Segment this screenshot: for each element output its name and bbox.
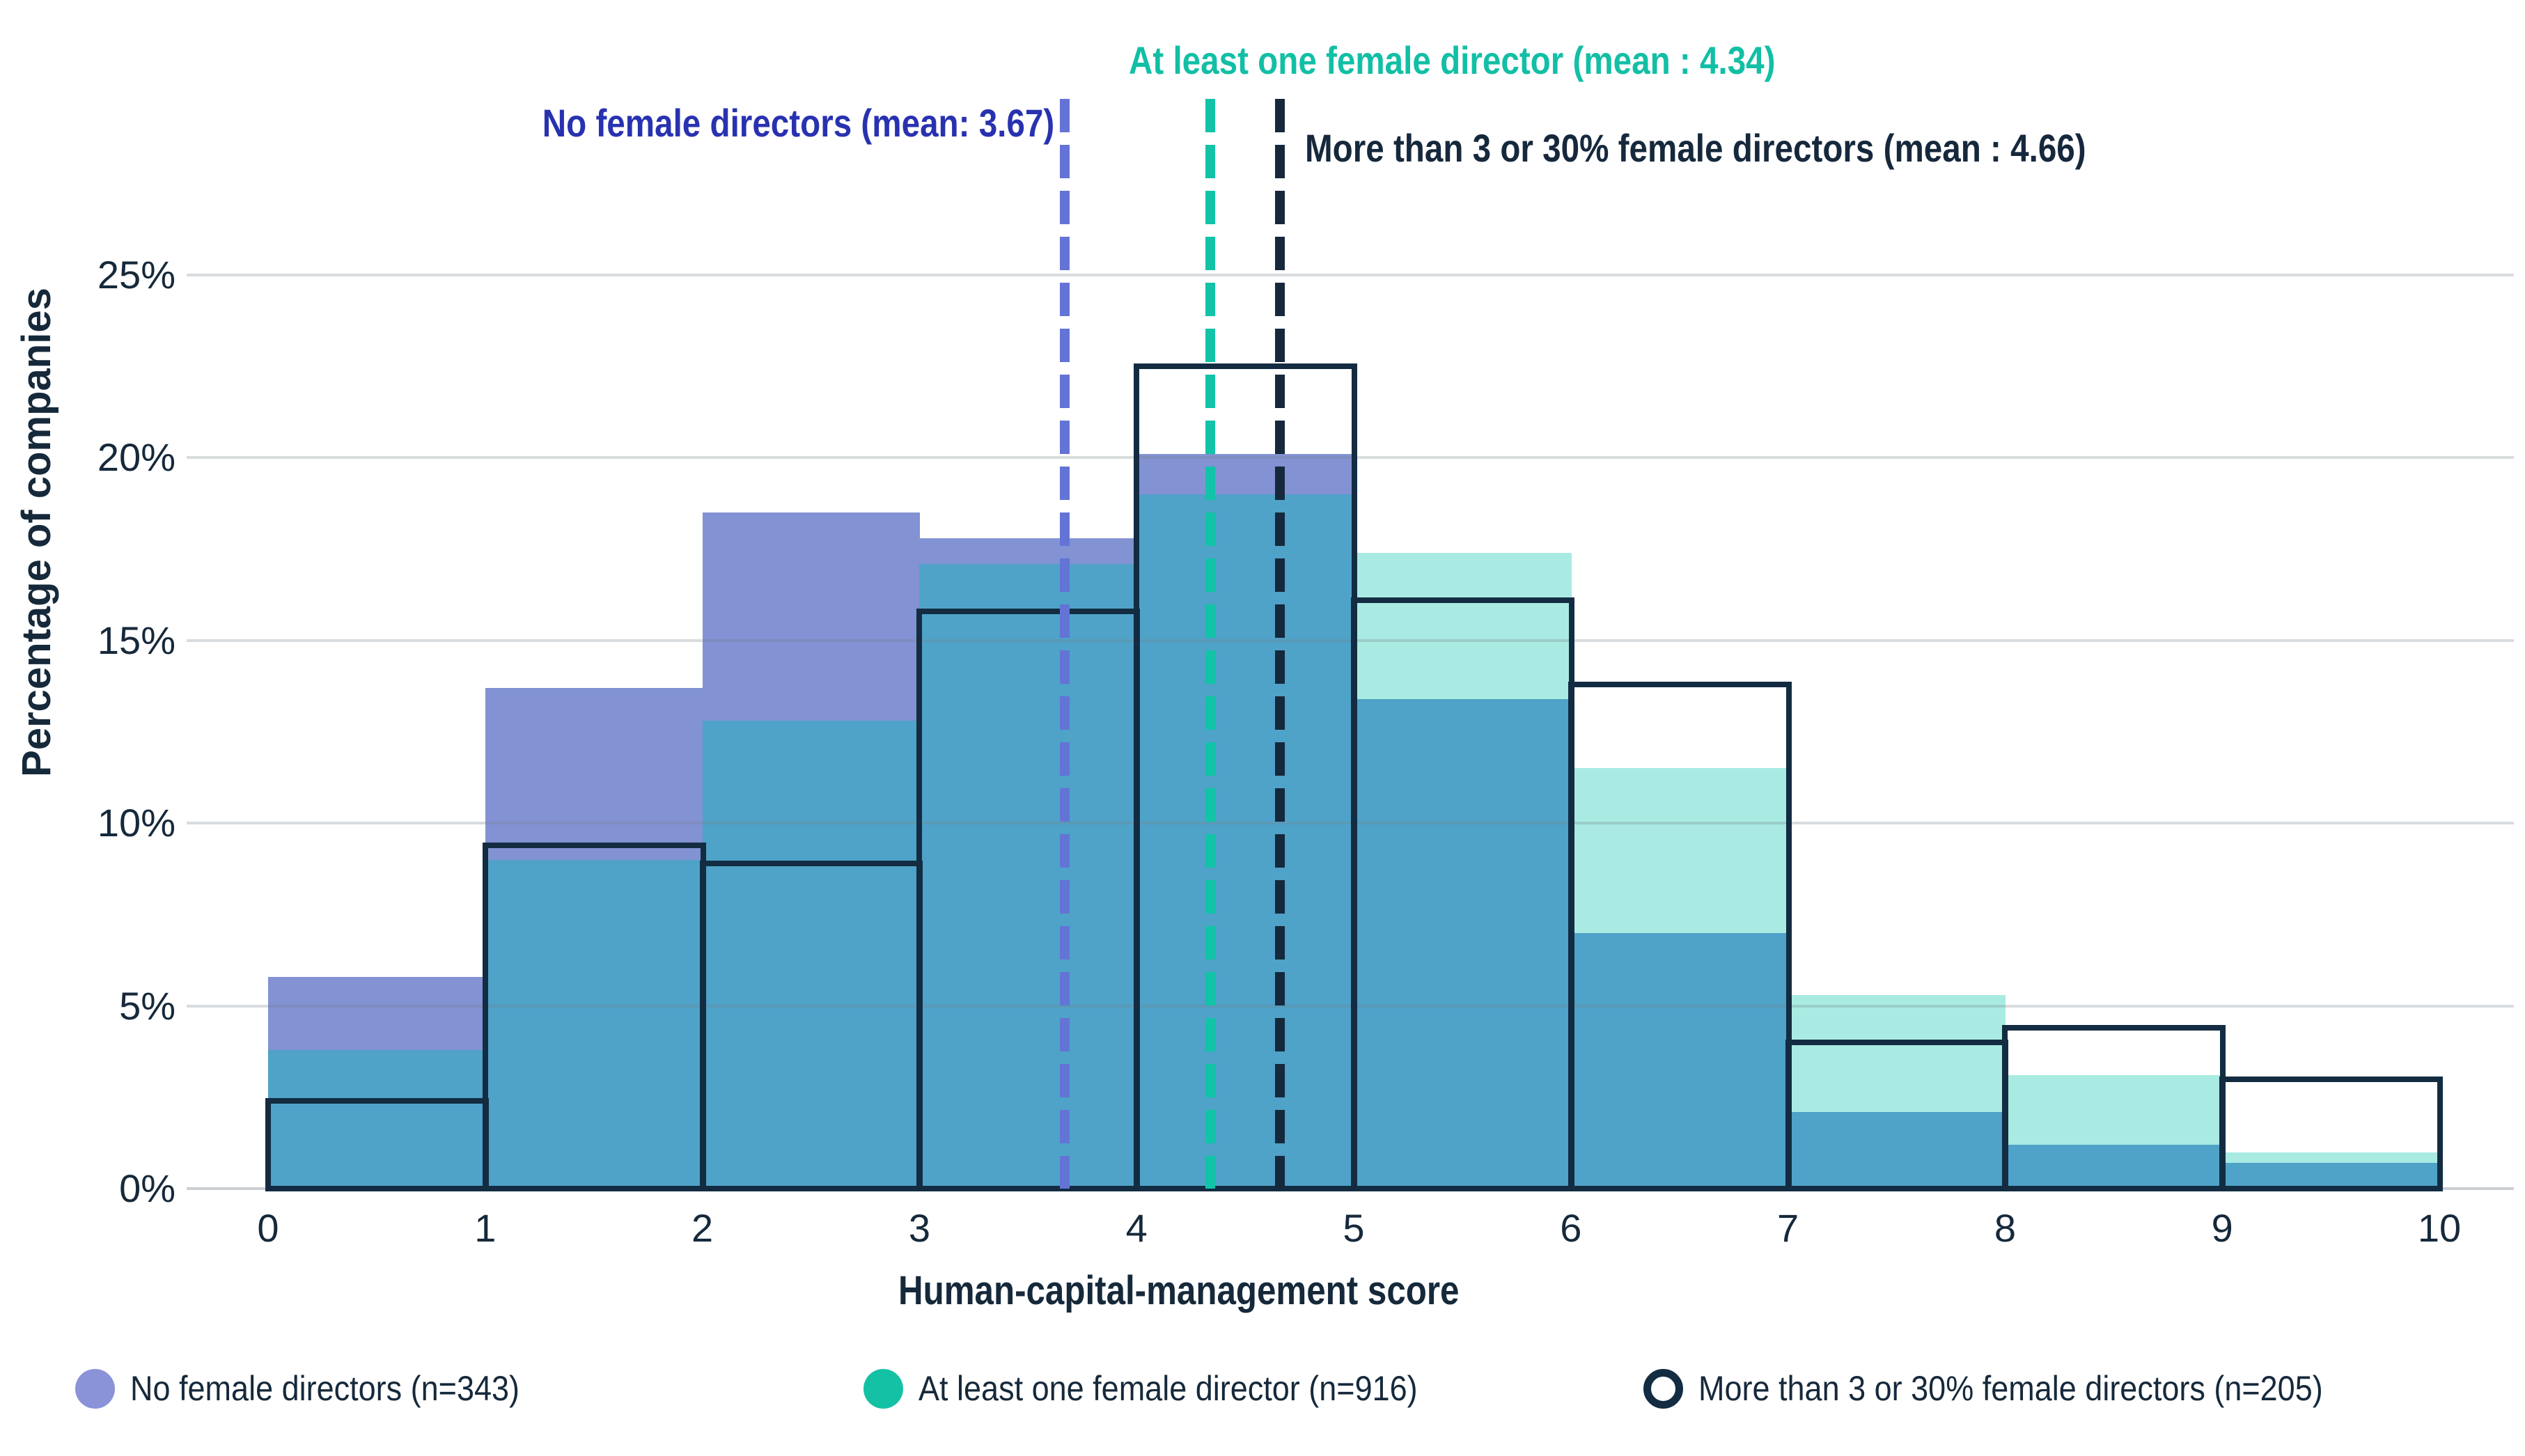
bar-outline-bin0 (265, 1098, 489, 1191)
bar-fill-overlap-bin6 (1570, 932, 1789, 1189)
bar-fill-overlap-bin3 (919, 563, 1138, 1189)
bar-outline-bin6 (1568, 681, 1792, 1191)
y-tick-label-10%: 10% (97, 801, 175, 845)
bar-fill-teal-only-bin6 (1570, 768, 1789, 933)
bar-outline-bin8 (2002, 1025, 2226, 1191)
gridline-15% (187, 639, 2514, 642)
bar-outline-bin3 (916, 608, 1141, 1191)
bar-outline-bin7 (1785, 1040, 2009, 1191)
y-tick-label-15%: 15% (97, 618, 175, 662)
y-tick-label-0%: 0% (119, 1166, 175, 1210)
mean-annotation-no-female-directors: No female directors (mean: 3.67) (542, 101, 1054, 145)
mean-line-more_than_3 (1274, 99, 1285, 1189)
x-tick-label-1: 1 (474, 1206, 497, 1250)
gridline-5% (187, 1004, 2514, 1008)
bar-fill-purple-only-bin0 (268, 976, 486, 1050)
legend-item-more-than-3-female-directors: More than 3 or 30% female directors (n=2… (1643, 1369, 2392, 1409)
x-tick-label-5: 5 (1343, 1206, 1365, 1250)
bar-outline-bin4 (1134, 363, 1357, 1191)
bar-fill-overlap-bin0 (268, 1049, 486, 1189)
gridline-20% (187, 456, 2514, 460)
bar-fill-teal-only-bin8 (2005, 1075, 2223, 1145)
bar-fill-overlap-bin9 (2222, 1163, 2440, 1189)
legend-label: More than 3 or 30% female directors (n=2… (1698, 1369, 2323, 1408)
legend-label: At least one female director (n=916) (918, 1369, 1418, 1408)
x-tick-label-3: 3 (908, 1206, 930, 1250)
x-tick-label-7: 7 (1777, 1206, 1799, 1250)
gridline-10% (187, 822, 2514, 825)
x-tick-label-2: 2 (691, 1206, 714, 1250)
y-axis-title: Percentage of companies (13, 287, 59, 777)
bar-fill-overlap-bin8 (2005, 1145, 2223, 1189)
gridline-25% (187, 274, 2514, 276)
bar-fill-purple-only-bin3 (919, 538, 1138, 564)
legend-label: No female directors (n=343) (130, 1369, 520, 1408)
bar-outline-bin1 (482, 842, 706, 1191)
bar-fill-overlap-bin2 (702, 721, 921, 1189)
bar-outline-bin5 (1351, 597, 1574, 1191)
legend-circle-teal-icon (863, 1369, 903, 1409)
mean-annotation-at-least-one-female-director: At least one female director (mean : 4.3… (1129, 38, 1776, 82)
x-tick-label-4: 4 (1125, 1206, 1148, 1250)
y-tick-label-5%: 5% (119, 983, 175, 1028)
bar-fill-purple-only-bin4 (1136, 454, 1354, 494)
x-tick-label-8: 8 (1994, 1206, 2016, 1250)
x-tick-label-0: 0 (257, 1206, 279, 1250)
legend-item-at-least-one-female-director: At least one female director (n=916) (863, 1369, 1473, 1409)
mean-annotation-more-than-3-female-directors: More than 3 or 30% female directors (mea… (1305, 126, 2086, 170)
x-axis-title: Human-capital-management score (898, 1268, 1460, 1313)
x-tick-label-6: 6 (1560, 1206, 1582, 1250)
bar-fill-overlap-bin4 (1136, 494, 1354, 1189)
bar-fill-purple-only-bin1 (485, 688, 703, 860)
legend-item-no-female-directors: No female directors (n=343) (75, 1369, 563, 1409)
x-tick-label-9: 9 (2211, 1206, 2233, 1250)
legend-circle-purple-icon (75, 1369, 115, 1409)
mean-line-at_least_one (1205, 99, 1216, 1189)
bar-outline-bin9 (2219, 1076, 2443, 1191)
bar-fill-teal-only-bin5 (1354, 552, 1572, 699)
y-tick-label-20%: 20% (97, 435, 175, 480)
bar-fill-overlap-bin1 (485, 859, 703, 1189)
x-tick-label-10: 10 (2417, 1206, 2462, 1250)
y-tick-label-25%: 25% (97, 253, 175, 297)
legend-ring-outline-icon (1643, 1369, 1683, 1409)
bar-fill-teal-only-bin9 (2222, 1152, 2440, 1164)
bar-fill-overlap-bin7 (1788, 1111, 2006, 1189)
bar-fill-teal-only-bin7 (1788, 994, 2006, 1112)
bar-fill-overlap-bin5 (1354, 698, 1572, 1189)
mean-line-no_female (1060, 99, 1070, 1189)
bar-outline-bin2 (699, 860, 923, 1191)
bar-fill-purple-only-bin2 (702, 512, 921, 721)
